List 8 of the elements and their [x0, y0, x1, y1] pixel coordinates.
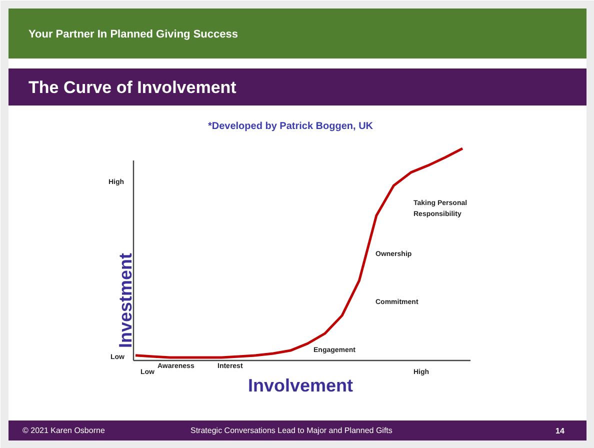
- text: Your Partner In Planned Giving Success: [28, 28, 238, 40]
- y-axis-title: Investment: [116, 252, 136, 348]
- text: Strategic Conversations Lead to Major and Planned Gifts: [190, 426, 392, 435]
- x-axis-title: Involvement: [248, 376, 354, 396]
- text: 14: [556, 426, 565, 436]
- chart-title: The Curve of Involvement: [28, 78, 237, 97]
- text: © 2021 Karen Osborne: [22, 426, 106, 435]
- chart-subtitle: *Developed by Patrick Boggen, UK: [208, 121, 374, 132]
